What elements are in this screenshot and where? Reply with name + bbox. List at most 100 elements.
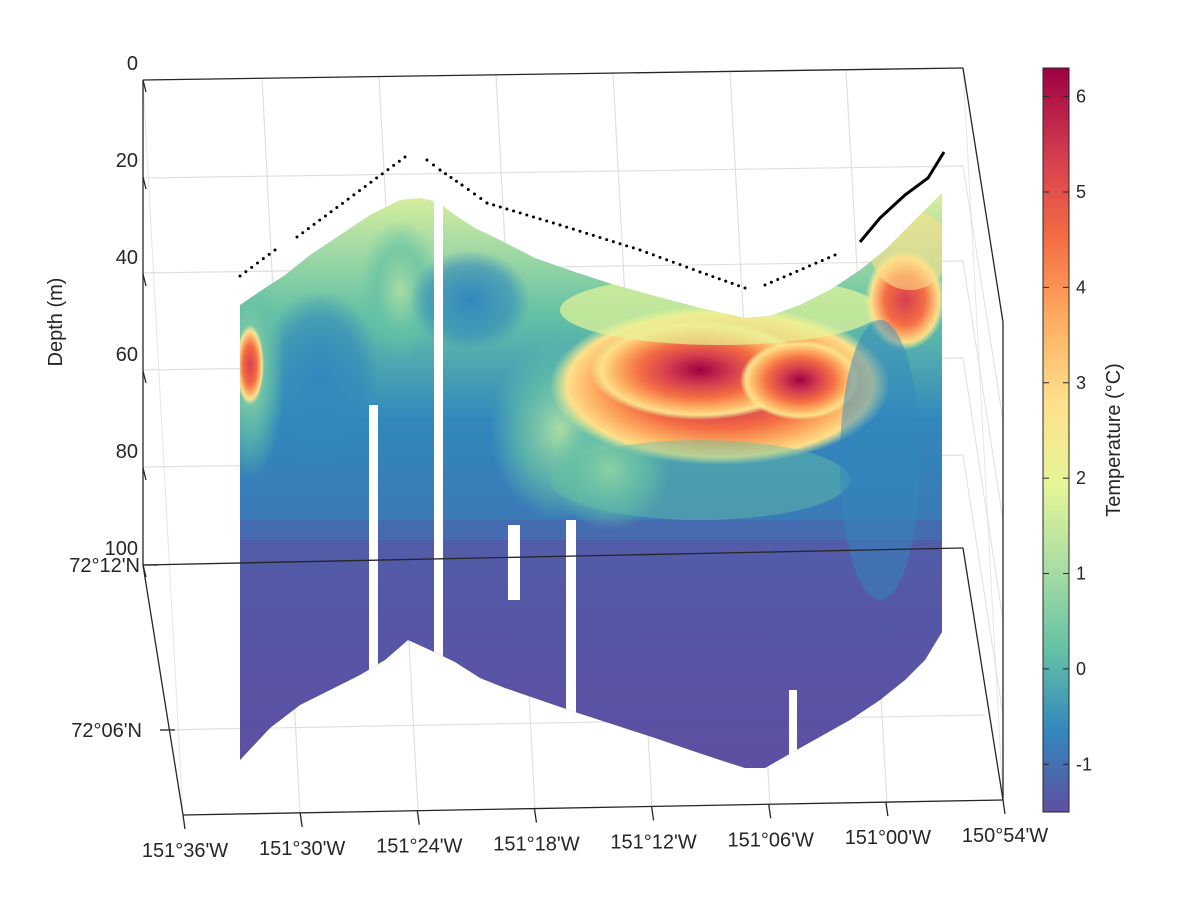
x-tick	[768, 804, 772, 819]
track-point	[397, 159, 401, 163]
track-point	[460, 183, 464, 187]
track-point	[591, 233, 595, 237]
track-point	[352, 193, 356, 197]
colorbar-tick-label: -1	[1076, 754, 1092, 774]
track-point	[737, 284, 741, 288]
x-tick	[650, 806, 655, 821]
x-tick-label: 151°12'W	[610, 831, 696, 853]
x-tick-label: 151°06'W	[728, 829, 814, 851]
track-point	[538, 217, 542, 221]
track-point	[329, 210, 333, 214]
track-point	[301, 231, 305, 235]
colorbar-tick-label: 1	[1076, 564, 1086, 584]
colorbar: 6 5 4 3 2 1 0 -1 Temperature (°C)	[1042, 67, 1125, 813]
track-point	[238, 274, 242, 278]
track-point	[691, 268, 695, 272]
x-tick	[885, 802, 889, 817]
z-tick-label: 20	[116, 150, 138, 172]
z-tick-label: 40	[116, 247, 138, 269]
track-point	[795, 269, 799, 273]
y-tick-label: 72°06'N	[71, 720, 142, 742]
z-axis-label: Depth (m)	[45, 278, 67, 367]
colorbar-tick-label: 5	[1076, 182, 1086, 202]
track-point	[814, 261, 818, 265]
track-point	[776, 278, 780, 282]
track-point	[525, 213, 529, 217]
track-point	[625, 244, 629, 248]
track-point	[651, 253, 655, 257]
track-point	[473, 192, 476, 196]
track-point	[698, 270, 702, 274]
track-point	[558, 223, 562, 227]
track-point	[820, 258, 824, 262]
temperature-section	[240, 193, 942, 768]
x-tick-label: 151°30'W	[259, 838, 345, 860]
x-tick	[533, 808, 538, 823]
track-point	[545, 219, 549, 223]
track-point	[358, 189, 362, 193]
surface-track	[238, 151, 946, 290]
track-point	[505, 207, 509, 211]
track-point	[763, 283, 767, 287]
track-point	[531, 215, 535, 219]
track-point	[375, 176, 379, 180]
track-point	[363, 184, 367, 188]
track-point	[449, 176, 453, 179]
y-tick-label: 72°12'N	[69, 555, 140, 577]
track-point	[518, 211, 522, 215]
track-point	[485, 201, 489, 205]
track-point	[438, 168, 442, 172]
track-point	[455, 179, 458, 183]
x-tick-label: 151°18'W	[493, 834, 579, 856]
z-tick-label: 0	[127, 53, 138, 75]
colorbar-gradient	[1042, 67, 1070, 813]
track-point	[492, 203, 496, 207]
track-point	[671, 260, 675, 264]
x-tick	[299, 812, 303, 827]
track-point	[340, 201, 344, 205]
track-point	[618, 242, 622, 246]
track-point	[425, 158, 429, 162]
track-point	[598, 236, 602, 239]
track-point	[769, 280, 773, 284]
track-point	[312, 222, 316, 226]
track-point	[256, 261, 259, 265]
z-tick	[142, 370, 147, 384]
track-point	[386, 168, 390, 172]
colorbar-tick-label: 2	[1076, 468, 1086, 488]
track-point	[346, 197, 350, 201]
track-point	[273, 248, 277, 252]
colorbar-label: Temperature (°C)	[1103, 363, 1125, 517]
track-point	[730, 281, 734, 285]
track-point	[392, 163, 396, 167]
track-point	[585, 231, 589, 235]
colorbar-tick-label: 6	[1076, 87, 1086, 107]
colorbar-tick-label: 4	[1076, 277, 1086, 297]
track-point	[250, 265, 254, 269]
track-point	[432, 163, 435, 167]
track-point	[306, 227, 310, 231]
track-point	[565, 225, 569, 229]
track-point	[833, 253, 837, 257]
track-point	[678, 263, 682, 267]
track-point	[369, 180, 373, 184]
track-point	[466, 188, 470, 191]
x-tick-label: 151°00'W	[845, 827, 931, 849]
colorbar-tick-label: 0	[1076, 659, 1086, 679]
track-point	[685, 265, 689, 269]
track-point	[323, 214, 327, 218]
track-point	[244, 270, 248, 274]
track-point	[479, 197, 483, 200]
track-point	[743, 286, 747, 290]
x-tick-label: 151°24'W	[376, 836, 462, 858]
track-point	[578, 229, 582, 233]
track-point	[724, 279, 728, 283]
track-point	[571, 227, 575, 231]
track-point	[801, 267, 805, 271]
track-point	[267, 252, 271, 256]
z-tick	[142, 273, 147, 287]
track-point	[512, 209, 516, 213]
track-point	[551, 221, 555, 225]
track-point	[444, 172, 447, 176]
